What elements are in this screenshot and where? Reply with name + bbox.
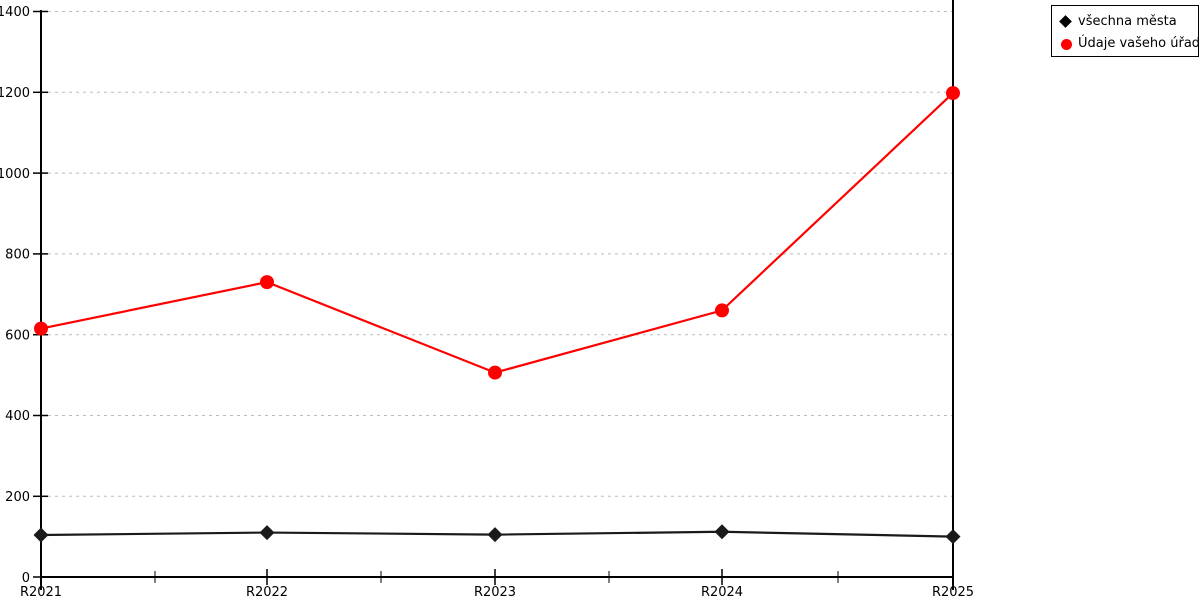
- x-axis-minor-ticks: [154, 571, 839, 583]
- y-tick-label: 0: [22, 571, 30, 586]
- legend-item-udaje-vaseho-uradu[interactable]: Údaje vašeho úřadu: [1059, 34, 1200, 54]
- diamond-marker-icon: [1059, 15, 1073, 29]
- data-point-circle[interactable]: [260, 275, 274, 290]
- y-tick-label: 1200: [0, 86, 30, 101]
- series-all-cities: [33, 524, 961, 545]
- data-point-circle[interactable]: [488, 365, 502, 380]
- y-tick-label: 400: [5, 409, 30, 424]
- legend-item-label: Údaje vašeho úřadu: [1078, 36, 1200, 51]
- data-point-diamond[interactable]: [33, 527, 49, 543]
- x-tick-label: R2025: [932, 585, 974, 600]
- x-axis-labels: R2021 R2022 R2023 R2024 R2025: [20, 585, 974, 600]
- data-point-circle[interactable]: [946, 86, 960, 101]
- y-tick-label: 1000: [0, 167, 30, 182]
- chart-legend: všechna města Údaje vašeho úřadu: [1051, 5, 1200, 57]
- y-tick-label: 1400: [0, 5, 30, 20]
- data-point-circle[interactable]: [34, 321, 48, 336]
- y-tick-label: 200: [5, 490, 30, 505]
- x-tick-label: R2024: [701, 585, 743, 600]
- legend-item-vsechna-mesta[interactable]: všechna města: [1059, 12, 1198, 32]
- y-tick-label: 800: [5, 248, 30, 263]
- series-your-office: [34, 86, 960, 380]
- data-point-diamond[interactable]: [714, 524, 730, 540]
- data-point-diamond[interactable]: [487, 527, 503, 543]
- axis-lines: [40, 0, 954, 590]
- x-tick-label: R2021: [20, 585, 62, 600]
- x-tick-label: R2023: [474, 585, 516, 600]
- legend-item-label: všechna města: [1078, 14, 1177, 29]
- y-tick-label: 600: [5, 329, 30, 344]
- x-axis-ticks: [40, 569, 954, 585]
- data-point-diamond[interactable]: [945, 529, 961, 545]
- x-tick-label: R2022: [246, 585, 288, 600]
- circle-marker-icon: [1059, 37, 1073, 51]
- data-point-circle[interactable]: [715, 303, 729, 318]
- data-point-diamond[interactable]: [259, 525, 275, 541]
- data-series-layer: [33, 86, 961, 545]
- gridlines: [41, 11, 952, 497]
- y-axis-labels: 1400 1200 1000 800 600 400 200 0: [0, 5, 30, 586]
- series-line: [40, 92, 954, 374]
